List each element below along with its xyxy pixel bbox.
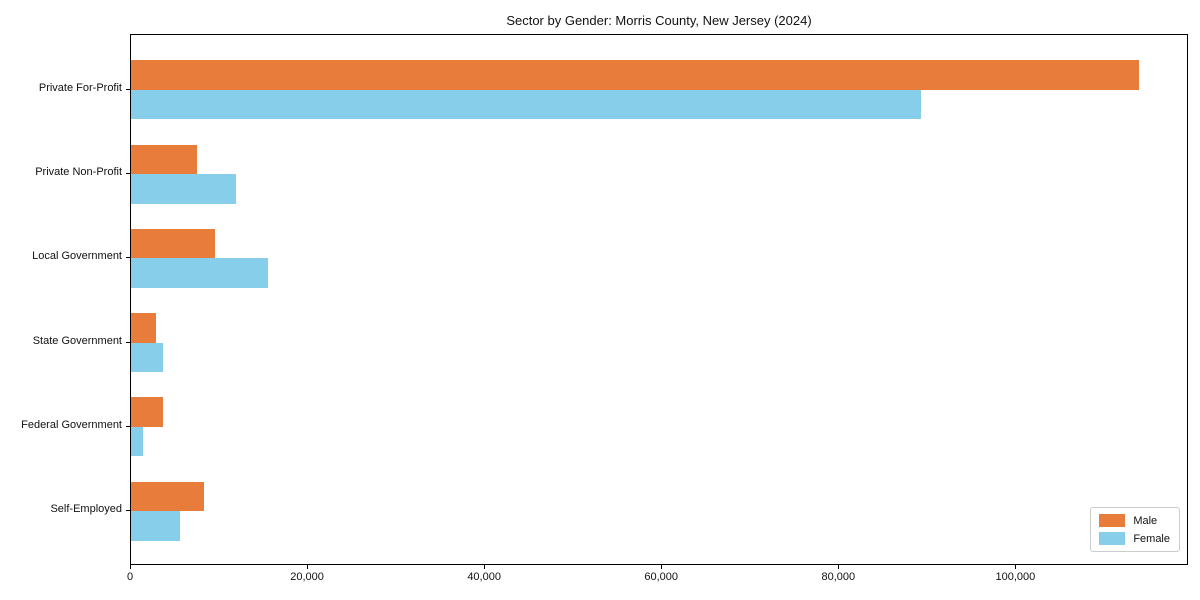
bar-male-private-for-profit: [131, 60, 1139, 90]
legend-swatch-male: [1099, 514, 1126, 527]
y-axis-label-self-employed: Self-Employed: [50, 503, 122, 516]
legend: Male Female: [1090, 507, 1180, 552]
legend-label-male: Male: [1133, 514, 1158, 527]
bar-male-state-government: [131, 313, 156, 343]
x-axis-tick: [838, 565, 840, 569]
x-axis-tick-label-40000: 40,000: [467, 571, 501, 583]
x-axis-tick: [130, 565, 131, 569]
bar-male-federal-government: [131, 397, 163, 427]
legend-swatch-female: [1099, 532, 1126, 545]
x-axis-tick: [1015, 565, 1017, 569]
y-axis-tick: [126, 88, 130, 90]
bar-female-local-government: [131, 258, 269, 288]
y-axis-tick: [126, 341, 130, 343]
bar-male-self-employed: [131, 481, 205, 512]
bar-female-private-non-profit: [131, 174, 237, 204]
x-axis-tick: [484, 565, 486, 569]
y-axis-tick: [126, 173, 130, 175]
x-axis-tick: [661, 565, 663, 569]
chart-title: Sector by Gender: Morris County, New Jer…: [506, 13, 812, 28]
y-axis-tick: [126, 510, 130, 512]
plot-area: Male Female: [130, 34, 1188, 565]
x-axis-tick-label-20000: 20,000: [290, 571, 324, 583]
bar-female-private-for-profit: [131, 89, 921, 120]
x-axis-tick-label-100000: 100,000: [995, 571, 1036, 583]
x-axis-tick-label-80000: 80,000: [821, 571, 856, 583]
x-axis-tick: [307, 565, 309, 569]
y-axis-label-state-government: State Government: [32, 334, 122, 347]
legend-item-male: Male: [1099, 514, 1170, 527]
bar-male-private-non-profit: [131, 144, 197, 175]
bar-male-local-government: [131, 228, 216, 259]
x-axis-tick-label-0: 0: [126, 571, 134, 583]
legend-item-female: Female: [1099, 532, 1170, 545]
y-axis-label-federal-government: Federal Government: [21, 418, 122, 431]
y-axis-label-private-non-profit: Private Non-Profit: [35, 166, 122, 179]
bar-female-self-employed: [131, 511, 180, 541]
x-axis-tick-label-60000: 60,000: [644, 571, 679, 583]
y-axis-label-local-government: Local Government: [32, 250, 122, 263]
bar-female-state-government: [131, 342, 163, 373]
bar-female-federal-government: [131, 426, 144, 457]
y-axis-tick: [126, 425, 130, 427]
legend-label-female: Female: [1133, 532, 1170, 545]
y-axis-tick: [126, 257, 130, 259]
y-axis-label-private-for-profit: Private For-Profit: [38, 81, 122, 94]
